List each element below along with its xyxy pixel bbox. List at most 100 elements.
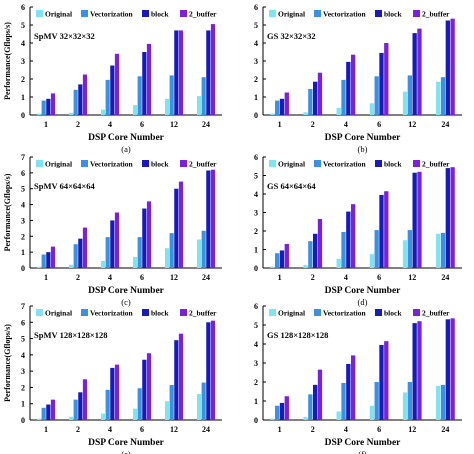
y-tick-label: 3 [254,57,258,66]
panel-letter: (e) [121,449,131,454]
legend-label: block [384,10,402,19]
x-tick-label: 6 [140,120,144,129]
legend-swatch [36,309,43,316]
bar-2-buffer-1 [50,399,56,420]
bar-original-24 [196,239,202,268]
y-tick-label: 3 [254,359,258,368]
bar-original-12 [402,392,408,420]
x-tick-label: 2 [76,273,80,282]
x-tick-label: 4 [344,425,348,434]
x-tick-label: 24 [202,273,210,282]
bar-block-24 [206,322,211,420]
bar-block-2 [313,81,318,115]
bar-block-6 [379,52,384,115]
x-tick-label: 12 [170,120,178,129]
legend-label: Original [45,160,72,169]
legend-label: block [151,10,169,19]
bar-vectorization-4 [105,237,110,268]
bar-2-buffer-1 [50,246,56,268]
bar-block-1 [279,402,285,420]
legend-swatch [81,10,88,17]
bar-2-buffer-12 [178,30,184,115]
x-tick-label: 24 [441,425,449,434]
y-tick-label: 5 [21,21,25,30]
y-tick-label: 2 [254,227,258,236]
bar-original-24 [196,96,202,115]
x-tick-label: 1 [278,273,282,282]
bar-2-buffer-24 [450,18,455,116]
bar-vectorization-1 [41,254,46,268]
bar-block-24 [206,30,211,115]
legend-label: 2_buffer [189,10,217,19]
bar-original-24 [436,81,441,115]
y-tick-label: 1 [21,93,25,102]
bar-original-24 [436,233,441,268]
y-tick-label: 6 [254,302,258,311]
legend-label: Original [45,10,72,19]
legend-label: 2_buffer [422,309,450,318]
bar-block-6 [142,52,147,115]
bar-block-12 [412,33,417,115]
bar-block-24 [445,20,450,115]
legend-label: Vectorization [90,10,133,19]
bar-vectorization-24 [201,230,206,268]
legend-swatch [142,160,149,167]
x-tick-label: 6 [377,120,381,129]
legend-swatch [314,160,321,167]
legend-swatch [36,160,43,167]
bar-block-12 [412,323,417,420]
x-tick-label: 1 [44,120,48,129]
bar-2-buffer-4 [350,54,356,115]
bar-2-buffer-2 [82,74,88,115]
panel-letter: (c) [121,297,131,307]
bar-vectorization-1 [41,100,46,115]
y-axis-label: Performance(Gflops/s) [3,22,12,100]
bar-vectorization-2 [73,244,78,268]
bar-vectorization-4 [341,79,346,115]
x-tick-label: 6 [140,273,144,282]
y-axis-label: Performance(Gflops/s) [3,324,12,402]
bar-2-buffer-6 [384,341,389,420]
y-tick-label: 0 [254,111,258,120]
bar-block-6 [142,208,147,268]
bar-block-2 [313,384,318,420]
bar-vectorization-12 [407,230,412,268]
y-tick-label: 1 [254,246,258,255]
legend-label: Original [45,309,72,318]
bar-original-24 [196,393,202,420]
legend-label: 2_buffer [422,10,450,19]
legend-label: 2_buffer [422,160,450,169]
y-tick-label: 5 [21,185,25,194]
bar-2-buffer-12 [178,181,184,268]
bar-vectorization-4 [341,382,346,420]
y-tick-label: 0 [21,264,25,273]
y-tick-label: 3 [254,209,258,218]
y-tick-label: 6 [21,3,25,12]
bar-block-24 [206,170,211,268]
bar-vectorization-4 [341,231,346,268]
x-tick-label: 1 [278,120,282,129]
bar-original-6 [369,405,375,420]
x-tick-label: 2 [311,120,315,129]
x-tick-label: 4 [108,273,112,282]
bar-2-buffer-2 [317,369,323,420]
bar-2-buffer-2 [317,218,323,268]
y-tick-label: 4 [21,201,25,210]
bar-2-buffer-24 [450,318,455,420]
legend-swatch [180,10,187,17]
y-tick-label: 0 [254,416,258,425]
legend-swatch [314,309,321,316]
bar-2-buffer-1 [284,243,289,268]
x-axis-label: DSP Core Number [325,133,402,143]
bar-block-12 [174,188,179,268]
bar-block-24 [445,168,450,268]
bar-2-buffer-6 [146,43,152,115]
bar-vectorization-6 [374,230,379,268]
bar-original-1 [36,113,42,115]
bar-block-6 [379,194,384,268]
y-tick-label: 6 [21,318,25,327]
legend-swatch [180,160,187,167]
bar-vectorization-4 [105,79,110,115]
